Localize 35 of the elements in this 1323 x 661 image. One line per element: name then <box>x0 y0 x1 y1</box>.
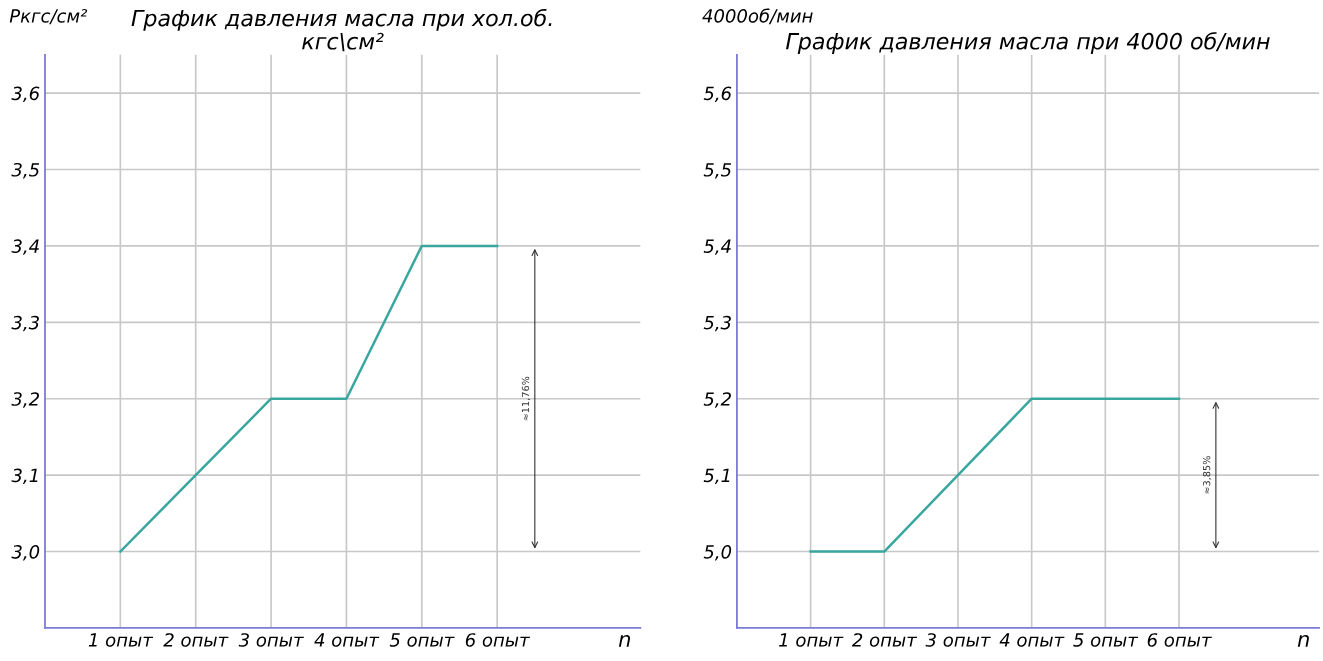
x-tick-label: 6 опыт <box>465 633 530 647</box>
x-tick-label: 6 опыт <box>1147 633 1212 647</box>
y-tick-label: 5,1 <box>703 468 730 485</box>
x-tick-label: 5 опыт <box>389 633 455 647</box>
x-tick-label: 4 опыт <box>314 633 380 647</box>
annotation: ≈11,76% <box>521 376 531 421</box>
y-tick-label: 3,1 <box>11 468 38 485</box>
x-tick-label: 5 опыт <box>1073 633 1139 647</box>
line-series <box>119 244 499 553</box>
x-axis-title: n <box>1297 634 1309 647</box>
x-axis-title: n <box>618 634 630 647</box>
x-tick-label: 4 опыт <box>999 633 1065 647</box>
y-tick-label: 5,3 <box>703 315 731 332</box>
annotation: ≈3,85% <box>1202 456 1212 494</box>
y-tick-label: 3,6 <box>11 86 40 103</box>
chart-title: График давления масла при хол.об. кгс\см² <box>131 8 552 52</box>
x-tick-label: 2 опыт <box>163 633 229 647</box>
x-tick-label: 3 опыт <box>238 633 304 647</box>
x-tick-label: 1 опыт <box>779 633 844 647</box>
y-tick-label: 5,2 <box>703 392 731 408</box>
chart-title: График давления масла при 4000 об/мин <box>786 32 1270 54</box>
y-axis-title: Pкгс/см² <box>9 9 88 25</box>
x-tick-label: 1 опыт <box>88 633 154 647</box>
y-tick-label: 3,4 <box>11 239 39 255</box>
x-tick-label: 2 опыт <box>851 633 918 647</box>
y-tick-label: 5,5 <box>703 163 732 179</box>
y-tick-label: 5,0 <box>703 545 732 561</box>
y-tick-label: 3,5 <box>11 162 40 179</box>
y-tick-label: 5,4 <box>703 239 731 255</box>
y-tick-label: 3,3 <box>11 315 39 332</box>
y-tick-label: 3,0 <box>11 545 40 561</box>
x-tick-label: 3 опыт <box>925 633 991 647</box>
y-tick-label: 3,2 <box>11 392 39 408</box>
y-axis-title: 4000об/мин <box>702 8 813 25</box>
y-tick-label: 5,6 <box>703 86 732 103</box>
